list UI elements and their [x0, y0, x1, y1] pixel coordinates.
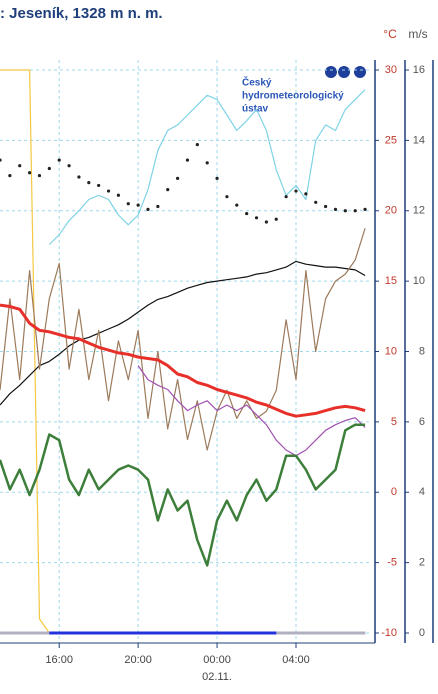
y-tick-label: -5	[387, 557, 397, 569]
y2-tick-label: 16	[413, 64, 425, 76]
x-tick-label: 00:00	[203, 654, 231, 666]
data-point	[8, 173, 12, 178]
x-tick-label: 16:00	[45, 654, 73, 666]
data-point	[136, 203, 140, 207]
data-point	[106, 189, 111, 193]
y-tick-label: 25	[385, 134, 397, 146]
data-point	[294, 189, 298, 193]
data-point	[304, 192, 308, 196]
data-point	[353, 209, 357, 213]
data-point	[185, 158, 190, 162]
data-point	[28, 171, 32, 175]
x-tick-label: 20:00	[124, 654, 152, 666]
chart-title: : Jeseník, 1328 m n. m.	[0, 5, 163, 22]
x-tick-label: 04:00	[282, 654, 310, 666]
logo-dot	[354, 66, 366, 78]
series-line	[0, 303, 366, 418]
y2-tick-label: 14	[413, 134, 425, 146]
data-point	[87, 181, 91, 185]
data-point	[205, 161, 209, 165]
data-point	[245, 211, 249, 216]
logo: Český hydrometeorologický ústav	[242, 66, 366, 115]
y-unit: °C	[383, 27, 397, 41]
data-point	[67, 164, 71, 168]
data-point	[146, 207, 150, 211]
series-line	[0, 260, 366, 406]
data-point	[195, 142, 199, 147]
series-line	[0, 423, 366, 567]
logo-dot	[325, 66, 337, 78]
data-point	[116, 193, 120, 197]
data-point	[235, 203, 239, 207]
y2-tick-label: 2	[419, 557, 425, 569]
date-label: 02.11.	[202, 671, 232, 683]
data-point	[264, 220, 268, 224]
data-point	[225, 195, 229, 199]
y2-tick-label: 12	[413, 205, 425, 217]
data-point	[274, 217, 278, 221]
data-point	[176, 176, 180, 180]
y-tick-label: 20	[385, 205, 397, 217]
logo-text: hydrometeorologický	[242, 91, 344, 102]
data-point	[156, 204, 160, 209]
y2-unit: m/s	[408, 27, 427, 41]
y-tick-label: 10	[385, 345, 397, 357]
data-point	[57, 158, 61, 162]
y2-tick-label: 6	[419, 416, 425, 428]
data-point	[47, 166, 51, 171]
series-line	[0, 228, 366, 451]
logo-text: Český	[242, 76, 272, 89]
y2-tick-label: 0	[419, 627, 425, 639]
data-point	[343, 209, 347, 213]
data-point	[0, 158, 2, 162]
y-tick-label: 5	[391, 416, 397, 428]
y-tick-label: 30	[385, 64, 397, 76]
data-point	[363, 207, 367, 211]
y2-tick-label: 4	[419, 486, 425, 498]
y-tick-label: 15	[385, 275, 397, 287]
data-point	[215, 176, 219, 180]
y-tick-label: -10	[381, 627, 397, 639]
data-point	[333, 207, 338, 211]
data-point	[166, 188, 170, 192]
data-point	[97, 183, 101, 188]
series-line	[0, 69, 50, 634]
series-line	[137, 365, 366, 457]
logo-dot	[338, 66, 350, 78]
series-line	[48, 89, 366, 245]
y-tick-label: 0	[391, 486, 397, 498]
y2-tick-label: 8	[419, 345, 425, 357]
data-point	[324, 204, 328, 209]
data-point	[254, 216, 259, 220]
data-point	[37, 173, 42, 178]
data-point	[18, 164, 22, 168]
data-point	[77, 175, 81, 179]
data-point	[126, 202, 130, 206]
data-point	[314, 200, 318, 204]
logo-text: ústav	[242, 104, 269, 115]
data-point	[284, 195, 288, 199]
y2-tick-label: 10	[413, 275, 425, 287]
